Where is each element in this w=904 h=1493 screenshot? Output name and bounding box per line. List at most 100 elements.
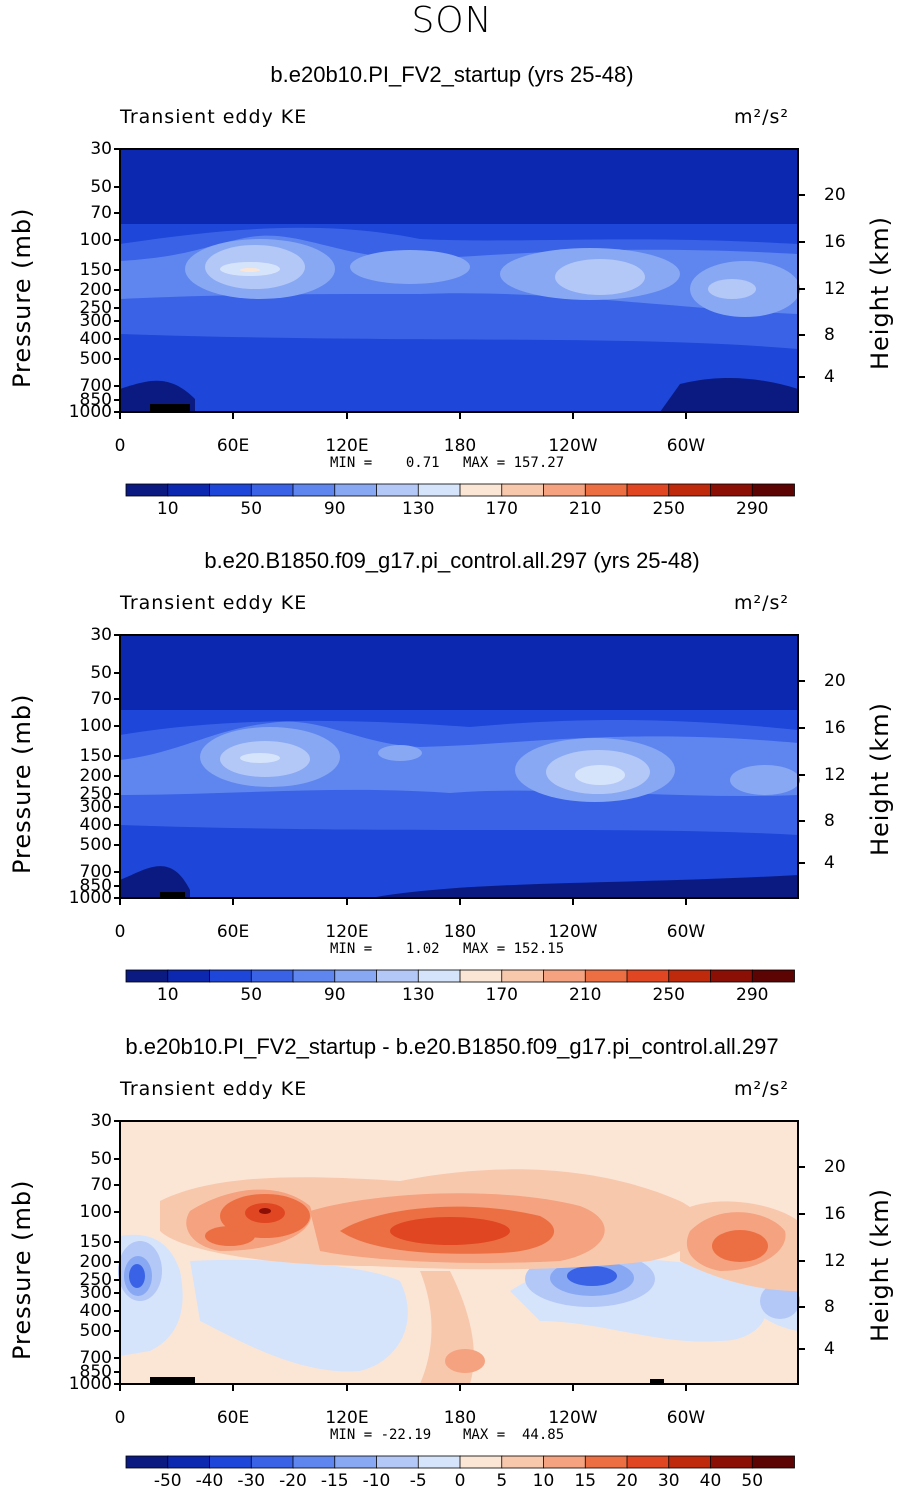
panel2-x-tick-label: 60E <box>216 922 250 942</box>
panel2-x-tick-label: 0 <box>114 922 126 942</box>
panel1-colorbar-swatch <box>501 483 545 497</box>
panel1-x-tick <box>572 412 574 419</box>
panel3-colorbar-label: -30 <box>237 1471 266 1491</box>
panel2-colorbar-swatch <box>710 969 754 983</box>
panel2-y-tick <box>114 725 120 727</box>
panel1-y-tick-label: 850 <box>79 390 112 410</box>
panel2-colorbar-swatch <box>543 969 587 983</box>
panel3-colorbar-label: 30 <box>657 1471 680 1491</box>
panel3-colorbar-swatch <box>417 1455 461 1469</box>
panel1-y-tick <box>114 307 120 309</box>
panel3-y2-tick-label: 16 <box>824 1204 846 1224</box>
panel2-colorbar-swatch <box>376 969 420 983</box>
panel2-x-tick-label: 180 <box>443 922 477 942</box>
panel1-left-label: Transient eddy KE <box>120 106 308 128</box>
panel3-left-label: Transient eddy KE <box>120 1078 308 1100</box>
panel3-colorbar-label: -5 <box>409 1471 427 1491</box>
panel3-colorbar <box>125 1455 795 1469</box>
panel3-y-tick <box>114 1292 120 1294</box>
panel3-title: b.e20b10.PI_FV2_startup - b.e20.B1850.f0… <box>125 1034 779 1059</box>
panel1-y-tick <box>114 212 120 214</box>
panel2-colorbar-swatch <box>125 969 169 983</box>
panel3-y-tick-label: 70 <box>90 1175 112 1195</box>
panel3-y-tick <box>114 1357 120 1359</box>
panel2-y-tick <box>114 897 120 899</box>
panel3-x-tick-label: 0 <box>114 1408 126 1428</box>
panel2-colorbar-swatch <box>501 969 545 983</box>
panel3-y-tick <box>114 1184 120 1186</box>
panel3-y2-tick <box>798 1348 805 1350</box>
panel3-colorbar-label: -40 <box>195 1471 224 1491</box>
panel2-y2-tick <box>798 862 805 864</box>
panel1-title: b.e20b10.PI_FV2_startup (yrs 25-48) <box>270 62 634 87</box>
panel3-y2label: Height (km) <box>866 1188 894 1342</box>
panel2-y-tick-label: 30 <box>90 625 112 645</box>
season-title: SON <box>411 0 493 41</box>
panel2-y2-tick-label: 4 <box>824 853 835 873</box>
panel1-colorbar-swatch <box>417 483 461 497</box>
panel2-y-tick <box>114 672 120 674</box>
panel2-y-tick <box>114 824 120 826</box>
panel2-y2-tick-label: 16 <box>824 718 846 738</box>
panel2-units: m²/s² <box>734 592 790 614</box>
panel1-colorbar-svg <box>125 483 795 497</box>
panel1-x-tick-label: 60W <box>666 436 706 456</box>
panel3-colorbar-swatch <box>125 1455 169 1469</box>
panel2-x-tick <box>459 898 461 905</box>
panel1-x-tick <box>119 412 121 419</box>
panel3-y-tick <box>114 1120 120 1122</box>
panel2-y2label: Height (km) <box>866 702 894 856</box>
panel1-y-tick-label: 70 <box>90 203 112 223</box>
panel2-colorbar-swatch <box>417 969 461 983</box>
panel3-colorbar-label: 50 <box>741 1471 764 1491</box>
panel3-x-tick <box>459 1384 461 1391</box>
panel3-colorbar-swatch <box>209 1455 253 1469</box>
panel1-colorbar-swatch <box>459 483 503 497</box>
panel1-y-tick-label: 150 <box>79 260 112 280</box>
panel1-y-tick-label: 500 <box>79 349 112 369</box>
panel1-y-tick-label: 50 <box>90 177 112 197</box>
panel2-colorbar-label: 90 <box>323 985 346 1005</box>
panel2-y-tick <box>114 775 120 777</box>
panel2-y-tick <box>114 871 120 873</box>
panel3-y2-tick-label: 8 <box>824 1297 835 1317</box>
panel1-x-tick <box>346 412 348 419</box>
panel3-y-tick-label: 300 <box>79 1283 112 1303</box>
panel2-y2-tick <box>798 680 805 682</box>
panel2-y-tick-label: 500 <box>79 835 112 855</box>
panel1-colorbar-swatch <box>209 483 253 497</box>
panel1-colorbar-label: 130 <box>402 499 435 519</box>
panel2-plot <box>119 634 800 899</box>
panel1-colorbar-swatch <box>751 483 795 497</box>
panel3-colorbar-swatch <box>626 1455 670 1469</box>
panel2-y-tick-label: 300 <box>79 797 112 817</box>
panel3-x-tick-label: 120E <box>325 1408 369 1428</box>
panel2-colorbar-label: 10 <box>156 985 179 1005</box>
panel3-y-tick <box>114 1330 120 1332</box>
panel1-y2-tick-label: 8 <box>824 325 835 345</box>
panel3-y-tick <box>114 1211 120 1213</box>
panel2-y-tick-label: 100 <box>79 716 112 736</box>
panel1-y2-tick <box>798 376 805 378</box>
panel2-y-tick <box>114 698 120 700</box>
panel3-y-tick <box>114 1371 120 1373</box>
panel1-colorbar-swatch <box>584 483 628 497</box>
panel1-colorbar-swatch <box>250 483 294 497</box>
panel3-y-tick <box>114 1241 120 1243</box>
panel2-colorbar-label: 250 <box>652 985 685 1005</box>
panel2-colorbar-swatch <box>292 969 336 983</box>
panel3-colorbar-label: -15 <box>320 1471 349 1491</box>
panel3-x-tick-label: 180 <box>443 1408 477 1428</box>
panel2-y-tick-label: 1000 <box>68 888 112 908</box>
panel2-x-tick-label: 120W <box>548 922 598 942</box>
panel3-colorbar-swatch <box>292 1455 336 1469</box>
panel3-x-tick-label: 60W <box>666 1408 706 1428</box>
panel1-y2-tick-label: 20 <box>824 185 846 205</box>
panel1-x-tick-label: 0 <box>114 436 126 456</box>
panel1-units: m²/s² <box>734 106 790 128</box>
panel2-colorbar-swatch <box>626 969 670 983</box>
panel2-colorbar-label: 210 <box>569 985 602 1005</box>
panel3-y-tick-label: 100 <box>79 1202 112 1222</box>
panel2-y-tick <box>114 793 120 795</box>
panel1-colorbar-swatch <box>626 483 670 497</box>
